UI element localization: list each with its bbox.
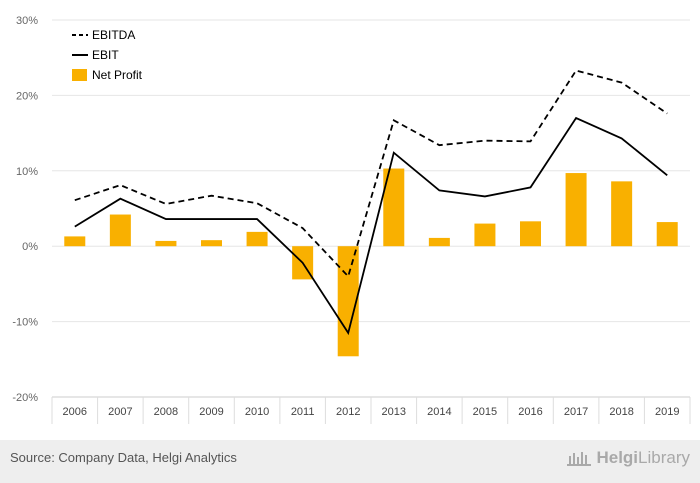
y-tick-label: 10%	[16, 166, 38, 178]
brand-logo[interactable]: HelgiLibrary	[566, 448, 690, 468]
line-ebit	[74, 116, 668, 336]
x-tick-label: 2009	[199, 406, 223, 418]
bar-net-profit	[656, 222, 678, 247]
y-tick-label: 30%	[16, 15, 38, 27]
y-tick-label: 0%	[22, 241, 38, 253]
x-tick-label: 2007	[108, 406, 132, 418]
brand-name-prefix: Helgi	[596, 448, 639, 467]
x-tick-label: 2019	[655, 406, 679, 418]
x-tick-label: 2013	[382, 406, 406, 418]
x-tick-label: 2006	[63, 406, 87, 418]
bar-net-profit	[428, 237, 450, 247]
bar-net-profit	[520, 221, 541, 247]
bar-net-profit	[109, 214, 131, 247]
legend-label-ebitda: EBITDA	[92, 28, 135, 42]
x-tick-label: 2008	[154, 406, 178, 418]
bar-net-profit	[474, 223, 496, 247]
y-tick-label: -10%	[12, 317, 38, 329]
legend: EBITDA EBIT Net Profit	[72, 28, 143, 82]
legend-label-net-profit: Net Profit	[92, 68, 143, 82]
footer: Source: Company Data, Helgi Analytics He…	[0, 440, 700, 483]
x-tick-label: 2018	[609, 406, 633, 418]
grid-lines	[52, 19, 690, 398]
x-tick-label: 2012	[336, 406, 360, 418]
x-tick-label: 2015	[473, 406, 497, 418]
bar-net-profit	[611, 181, 633, 247]
source-text: Source: Company Data, Helgi Analytics	[10, 450, 237, 465]
bar-net-profit	[383, 168, 405, 247]
bar-net-profit	[246, 231, 268, 247]
x-tick-label: 2011	[291, 406, 315, 418]
line-ebitda	[74, 69, 668, 279]
bar-net-profit	[337, 246, 359, 357]
chart: 2006 2007 2008 2009 2010 2011 2012 2013 2014 2015…	[12, 15, 691, 424]
x-tick-label: 2014	[427, 406, 451, 418]
x-tick-label: 2010	[245, 406, 269, 418]
bar-net-profit	[565, 173, 587, 247]
bar-series-net-profit	[64, 168, 678, 357]
y-tick-label: 20%	[16, 90, 38, 102]
library-building-icon	[567, 452, 592, 466]
legend-label-ebit: EBIT	[92, 48, 119, 62]
y-axis: -20% -10% 0% 10% 20% 30%	[12, 15, 38, 404]
bar-net-profit	[64, 236, 86, 247]
x-tick-label: 2016	[518, 406, 542, 418]
bar-net-profit	[155, 240, 177, 247]
legend-swatch-net-profit	[72, 69, 87, 81]
bar-net-profit	[201, 240, 222, 247]
brand-name-suffix: Library	[638, 448, 690, 467]
x-tick-label: 2017	[564, 406, 588, 418]
x-axis: 2006 2007 2008 2009 2010 2011 2012 2013 2014 2015…	[51, 396, 691, 424]
y-tick-label: -20%	[12, 392, 38, 404]
line-series	[74, 69, 668, 336]
